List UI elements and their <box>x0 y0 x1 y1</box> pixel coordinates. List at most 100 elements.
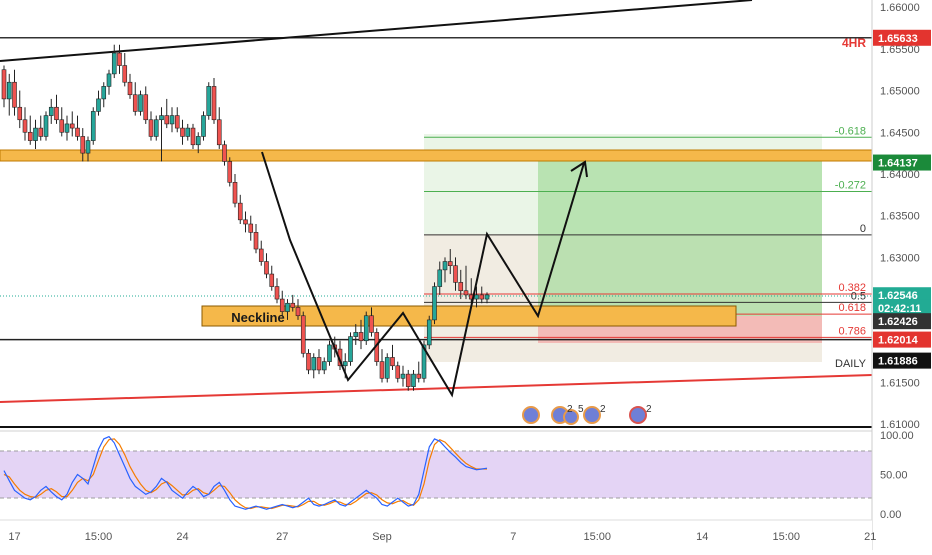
candle-body <box>33 127 38 141</box>
price-tag <box>873 287 931 304</box>
candle-body <box>405 373 411 387</box>
timeframe-label: 4HR <box>842 36 866 50</box>
candle-body <box>64 123 70 133</box>
candle-body <box>143 94 149 121</box>
time-tick-label: 7 <box>510 531 516 543</box>
candle-body <box>69 123 75 129</box>
fib-level-label: 0.618 <box>838 302 866 314</box>
candle-body <box>426 319 432 346</box>
candle-body <box>127 81 133 96</box>
double-bottom-pattern <box>261 151 585 398</box>
rsi-d-line <box>3 438 487 510</box>
candle-body <box>38 127 44 137</box>
candle-body <box>369 315 374 333</box>
candle-body <box>243 219 248 225</box>
candle-body <box>232 182 238 204</box>
candle-body <box>201 115 206 137</box>
candle-body <box>264 261 269 275</box>
candle-body <box>106 73 112 87</box>
price-tag <box>873 331 931 348</box>
candle-body <box>316 357 322 371</box>
candle-body <box>295 307 301 317</box>
candle-body <box>1 69 7 100</box>
supply-zone <box>0 149 873 162</box>
candle-body <box>59 119 65 133</box>
candle-body <box>80 136 86 154</box>
fib-level-label: -0.272 <box>835 179 866 191</box>
candle-body <box>206 86 212 116</box>
candle-body <box>12 81 17 108</box>
price-tag-label: 1.62546 <box>878 290 918 302</box>
price-tag-label: 02:42:11 <box>878 303 921 315</box>
candle-body <box>384 357 390 379</box>
time-axis[interactable] <box>0 520 872 550</box>
price-tag-label: 1.64137 <box>878 158 918 170</box>
time-tick-label: 15:00 <box>583 531 611 543</box>
candle-body <box>274 286 280 300</box>
event-badge-icon <box>563 409 579 425</box>
fib-level-label: 0.382 <box>838 282 866 294</box>
event-badge-icon <box>583 406 601 424</box>
candle-body <box>358 332 364 342</box>
candle-body <box>211 86 217 121</box>
candle-body <box>96 98 101 112</box>
candle-body <box>484 294 490 300</box>
price-tick-label: 1.61500 <box>880 377 920 389</box>
candle-body <box>474 294 479 300</box>
candle-body <box>85 140 91 154</box>
candle-body <box>379 361 385 379</box>
event-badge-count: 2 <box>646 404 652 415</box>
candle-body <box>395 365 401 379</box>
candle-body <box>479 294 485 300</box>
candle-body <box>432 286 437 321</box>
event-badges: 2 5 2 2 <box>522 404 652 425</box>
candle-body <box>22 119 28 133</box>
candle-body <box>227 161 233 183</box>
time-tick-label: 27 <box>276 531 288 543</box>
candle-body <box>300 315 306 354</box>
candle-body <box>111 52 117 75</box>
lower-trendline <box>0 374 873 403</box>
candle-body <box>400 373 406 379</box>
candle-body <box>248 223 254 233</box>
candle-body <box>348 336 353 362</box>
event-badge-count: 2 <box>600 404 606 415</box>
candle-body <box>48 106 54 116</box>
candle-body <box>117 52 122 66</box>
candle-body <box>363 315 369 342</box>
fib-level-label: -0.618 <box>835 125 866 137</box>
candle-body <box>101 86 107 100</box>
candle-body <box>463 290 469 296</box>
candle-body <box>447 261 453 267</box>
event-badge-icon <box>629 406 647 424</box>
candle-body <box>311 357 317 371</box>
candle-body <box>237 202 243 221</box>
candle-body <box>195 136 201 146</box>
price-tick-label: 1.65500 <box>880 44 920 56</box>
take-profit-zone <box>538 160 822 316</box>
event-badge-icon <box>522 406 540 424</box>
candle-body <box>138 94 143 112</box>
candle-body <box>416 373 422 379</box>
target-arrow-head <box>570 160 588 178</box>
time-tick-label: 17 <box>8 531 20 543</box>
candle-body <box>453 265 458 283</box>
candle-body <box>442 261 448 271</box>
candle-body <box>421 344 427 379</box>
candle-body <box>164 115 170 125</box>
price-axis[interactable] <box>872 0 932 550</box>
time-tick-label: 21 <box>864 531 876 543</box>
candle-body <box>43 115 49 137</box>
event-badge-count: 5 <box>578 404 584 415</box>
neckline-label: Neckline <box>231 310 284 325</box>
price-tag-label: 1.65633 <box>878 33 918 45</box>
candle-body <box>216 119 222 146</box>
price-tag-label: 1.62014 <box>878 335 919 347</box>
candle-body <box>279 298 285 312</box>
price-tick-label: 1.66000 <box>880 2 920 14</box>
time-tick-label: 14 <box>696 531 708 543</box>
fib-level-label: 0.786 <box>838 325 866 337</box>
price-tag <box>873 154 931 171</box>
